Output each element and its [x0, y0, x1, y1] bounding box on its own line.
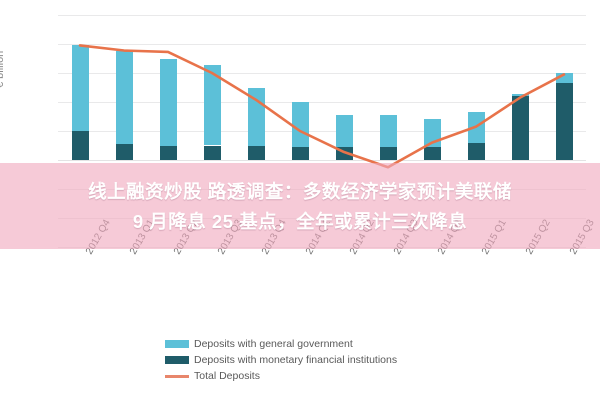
bar-segment-monetary-financial-institutions: [71, 131, 89, 160]
bar-segment-general-government: [379, 115, 397, 147]
bar-segment-monetary-financial-institutions: [159, 145, 177, 160]
y-axis-title: € billion: [0, 50, 6, 88]
bar-segment-general-government: [203, 65, 221, 146]
legend-swatch-icon: [165, 356, 189, 364]
gridline: [58, 15, 586, 16]
bar-segment-general-government: [291, 102, 309, 147]
bar-segment-monetary-financial-institutions: [291, 146, 309, 160]
overlay-text-line-2: 9 月降息 25 基点，全年或累计三次降息: [132, 211, 468, 232]
bar-segment-monetary-financial-institutions: [555, 83, 573, 160]
overlay-banner: 线上融资炒股 路透调查：多数经济学家预计美联储 9 月降息 25 基点，全年或累…: [0, 163, 600, 249]
legend-swatch-icon: [165, 340, 189, 348]
bar-segment-monetary-financial-institutions: [203, 145, 221, 160]
bar-segment-general-government: [71, 45, 89, 131]
legend-item-label: Total Deposits: [194, 370, 260, 382]
bar-segment-monetary-financial-institutions: [247, 145, 265, 160]
bar-segment-general-government: [115, 51, 133, 145]
bar-segment-monetary-financial-institutions: [379, 146, 397, 160]
legend-item-label: Deposits with general government: [194, 338, 353, 350]
bar-segment-general-government: [159, 58, 177, 146]
bar-segment-monetary-financial-institutions: [115, 144, 133, 160]
bar-segment-general-government: [335, 115, 353, 147]
bar-segment-general-government: [555, 73, 573, 84]
bar-segment-general-government: [423, 118, 441, 147]
bar-segment-general-government: [247, 87, 265, 146]
chart-legend: Deposits with general government Deposits…: [165, 336, 397, 384]
legend-item[interactable]: Deposits with monetary financial institu…: [165, 352, 397, 368]
bar-segment-monetary-financial-institutions: [467, 142, 485, 160]
legend-item-label: Deposits with monetary financial institu…: [194, 354, 398, 366]
legend-swatch-icon: [165, 374, 189, 378]
legend-item[interactable]: Total Deposits: [165, 368, 397, 384]
bar-segment-monetary-financial-institutions: [335, 146, 353, 160]
overlay-text-line-1: 线上融资炒股 路透调查：多数经济学家预计美联储: [88, 181, 512, 202]
bar-segment-monetary-financial-institutions: [423, 146, 441, 160]
legend-item[interactable]: Deposits with general government: [165, 336, 397, 352]
bar-segment-monetary-financial-institutions: [511, 96, 529, 160]
bar-segment-general-government: [467, 112, 485, 143]
